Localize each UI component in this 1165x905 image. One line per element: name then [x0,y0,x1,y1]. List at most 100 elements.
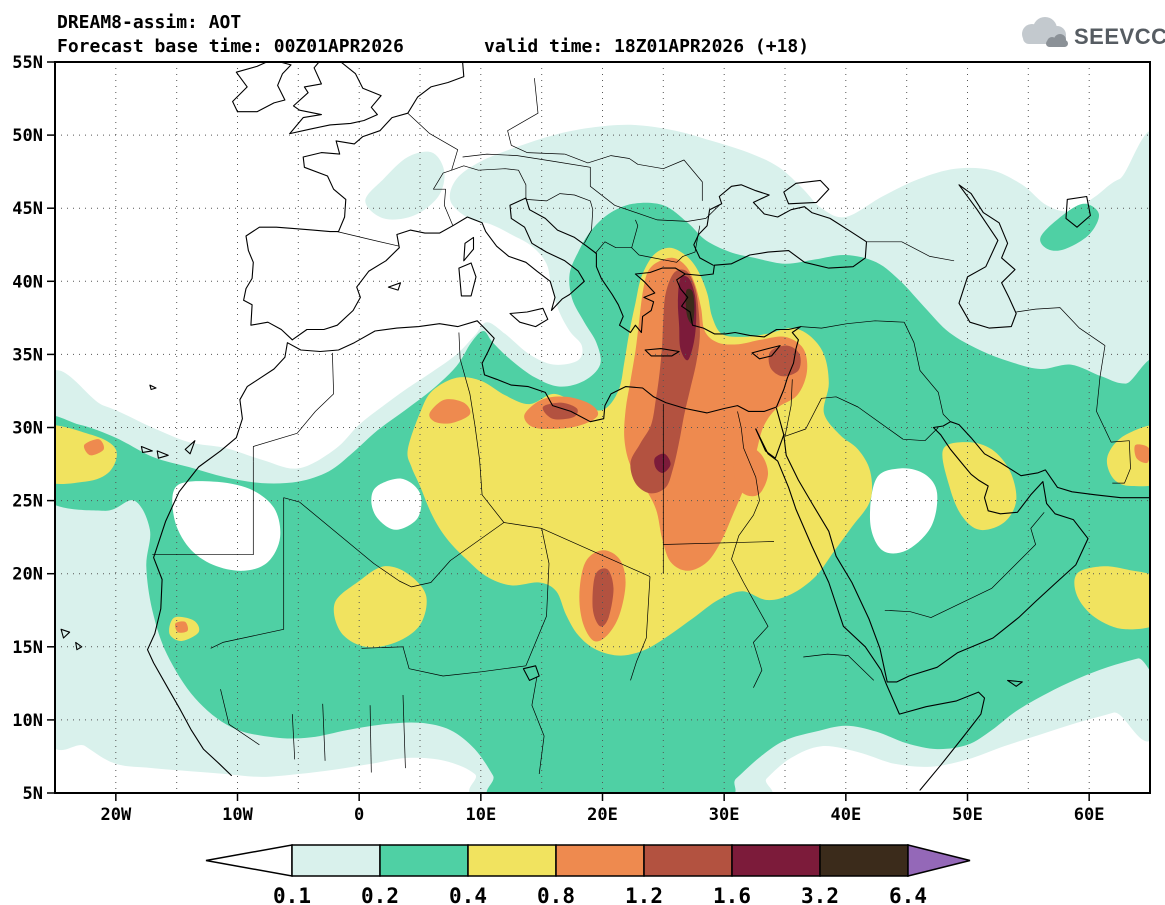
contour-region-sahel-blob [333,566,427,648]
x-axis-tick-label: 10W [222,805,253,825]
border-wafrica-2 [291,714,296,760]
border-iraq-iran [903,322,951,422]
island-sicily [509,307,549,328]
legend-box [819,844,909,877]
border-western-sahara [152,461,254,556]
border-czech-austria [527,152,565,155]
border-mauritania-mali [210,497,300,649]
legend-label: 0.2 [361,884,399,905]
lake-caspian-sea [958,184,1017,329]
island-mallorca [387,282,402,291]
legend-label: 6.4 [889,884,927,905]
grid-layer [55,62,1150,793]
x-axis-tick-label: 40E [830,805,861,825]
y-axis-tick-label: 40N [12,272,43,292]
island-capeverde-2 [75,641,83,651]
lake-sea-of-azov [783,179,830,205]
axes-layer: 20W 10W 0 10E 20E 30E 40E 50E 60E 5N 10N 15N 20N 25N 3… [12,53,1104,825]
border-wafrica-5 [402,694,406,769]
y-axis-tick-label: 45N [12,199,43,219]
border-iran-east [1096,345,1131,484]
border-egypt-sudan [663,541,775,545]
coastline-uk-east [289,62,382,135]
contour-region-canary-dot [83,439,105,456]
island-socotra [1007,679,1023,687]
island-madeira [149,384,157,391]
y-axis-tick-label: 20N [12,565,43,585]
coastline-mediterranean-north-italy-greece [291,197,686,341]
legend-box [731,844,821,877]
island-crete [644,348,680,357]
x-axis-tick-label: 60E [1074,805,1105,825]
contour-region-senegal-dot [175,621,189,633]
coastline-uk-west [289,62,322,135]
border-jordan-israel [784,379,793,437]
legend-label: 3.2 [801,884,839,905]
legend-box [555,844,645,877]
x-axis-tick-label: 30E [709,805,740,825]
border-serbia-bulgaria [631,219,639,248]
y-axis-tick-label: 35N [12,345,43,365]
contour-region-persian-gulf-blob [942,442,1017,531]
river-nile [731,411,769,688]
cloud-icon [1022,17,1068,47]
border-balkans-west [525,193,594,244]
coastline-west-africa-north-africa-levant-turkey-blacksea [146,184,868,777]
island-canary-2 [156,450,169,459]
lake-lake-chad [522,665,540,681]
legend-label: 1.6 [713,884,751,905]
legend-box [643,844,733,877]
y-axis-tick-label: 5N [23,784,43,804]
contour-region-west-libya-max [542,402,578,420]
border-iran-turkmenistan [1016,307,1106,346]
border-wafrica-3 [322,703,326,761]
legend-arrow-over [907,844,971,877]
island-capeverde-1 [60,628,71,639]
legend-label: 0.4 [449,884,487,905]
border-cameroon-chad [531,677,545,775]
y-axis-tick-label: 25N [12,492,43,512]
forecast-base-time-label: Forecast base time: 00Z01APR2026 [57,36,404,57]
border-morocco-algeria [252,352,334,462]
border-balkans-south [594,225,701,263]
x-axis-tick-label: 50E [952,805,983,825]
river-danube [462,153,720,222]
color-legend: 0.1 0.2 0.4 0.8 1.2 1.6 3.2 6.4 [205,844,971,905]
contour-region-hole-hoggar [371,478,422,530]
y-axis-tick-label: 10N [12,711,43,731]
coastline-iberia-france-northsea [243,62,465,341]
island-cyprus [751,345,781,360]
border-algeria-libya [474,424,505,523]
y-axis-tick-label: 30N [12,419,43,439]
y-axis-tick-label: 50N [12,126,43,146]
legend-label: 0.8 [537,884,575,905]
contour-region-east-egypt-core [733,444,769,497]
legend-box [291,844,381,877]
y-axis-tick-label: 15N [12,638,43,658]
legend-box [467,844,557,877]
seevccc-logo: SEEVCCC [1022,17,1165,49]
contour-region-egypt-dot [654,453,671,473]
contour-region-france-patch [365,151,445,220]
coastline-redsea-west-somalia [755,428,986,791]
border-france-ne [407,112,459,171]
border-wafrica-4 [369,705,372,773]
border-sudan-eritrea [803,653,875,681]
coastline-ireland-west [232,62,268,113]
border-algeria-tunisia [458,332,476,425]
contour-region-algeria-core [429,399,471,424]
border-turkey-south [800,320,905,329]
border-chad-sudan [630,576,651,681]
x-axis-tick-label: 20W [100,805,131,825]
map-outline-layer [60,62,1150,791]
border-germany-east [507,78,539,153]
border-saudi-yemen-oman [884,512,1045,618]
border-france-italy-swiss [433,169,454,226]
x-axis-tick-label: 0 [354,805,364,825]
coastline-ireland-east [236,62,292,113]
island-canary-1 [140,445,153,453]
coastline-sinai [755,407,785,459]
border-saudi-north [784,396,939,442]
